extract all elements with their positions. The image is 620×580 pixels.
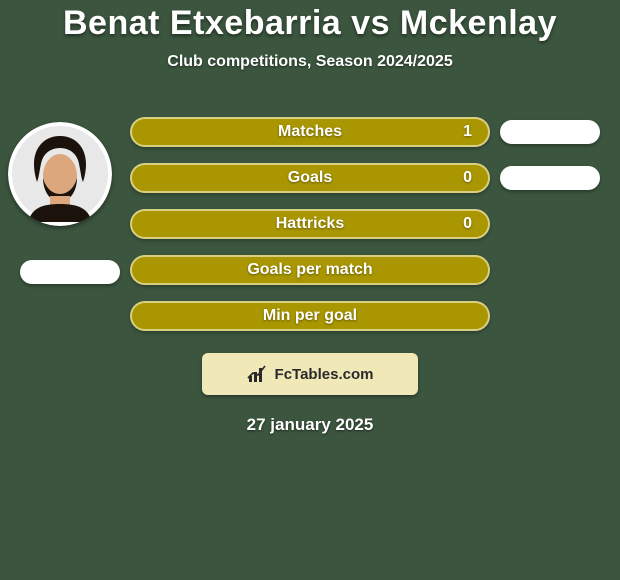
stat-row-min-per-goal: Min per goal xyxy=(0,293,620,339)
row-left-slot xyxy=(10,201,130,247)
subtitle: Club competitions, Season 2024/2025 xyxy=(0,53,620,71)
bar-chart-icon xyxy=(247,364,269,384)
stat-row-matches: Matches 1 xyxy=(0,109,620,155)
stat-label: Goals xyxy=(288,169,332,187)
stat-bar-goals-per-match: Goals per match xyxy=(130,255,490,285)
row-right-slot xyxy=(490,155,610,201)
row-right-slot xyxy=(490,201,610,247)
row-left-slot xyxy=(10,109,130,155)
content-container: Benat Etxebarria vs Mckenlay Club compet… xyxy=(0,0,620,580)
stat-value: 0 xyxy=(463,169,472,187)
source-badge: FcTables.com xyxy=(202,353,418,395)
stat-bar-hattricks: Hattricks 0 xyxy=(130,209,490,239)
stat-row-goals: Goals 0 xyxy=(0,155,620,201)
right-player-pill xyxy=(500,120,600,144)
row-right-slot xyxy=(490,109,610,155)
stat-row-hattricks: Hattricks 0 xyxy=(0,201,620,247)
stat-label: Min per goal xyxy=(263,307,357,325)
row-left-slot xyxy=(10,247,130,293)
stat-row-goals-per-match: Goals per match xyxy=(0,247,620,293)
row-left-slot xyxy=(10,293,130,339)
stat-bar-goals: Goals 0 xyxy=(130,163,490,193)
stat-value: 1 xyxy=(463,123,472,141)
date-text: 27 january 2025 xyxy=(0,415,620,435)
stat-label: Goals per match xyxy=(247,261,372,279)
source-badge-text: FcTables.com xyxy=(275,366,374,383)
row-right-slot xyxy=(490,247,610,293)
right-player-pill xyxy=(500,166,600,190)
row-right-slot xyxy=(490,293,610,339)
stat-label: Matches xyxy=(278,123,342,141)
stat-label: Hattricks xyxy=(276,215,344,233)
stat-bar-min-per-goal: Min per goal xyxy=(130,301,490,331)
row-left-slot xyxy=(10,155,130,201)
stat-bar-matches: Matches 1 xyxy=(130,117,490,147)
stat-value: 0 xyxy=(463,215,472,233)
page-title: Benat Etxebarria vs Mckenlay xyxy=(0,4,620,43)
